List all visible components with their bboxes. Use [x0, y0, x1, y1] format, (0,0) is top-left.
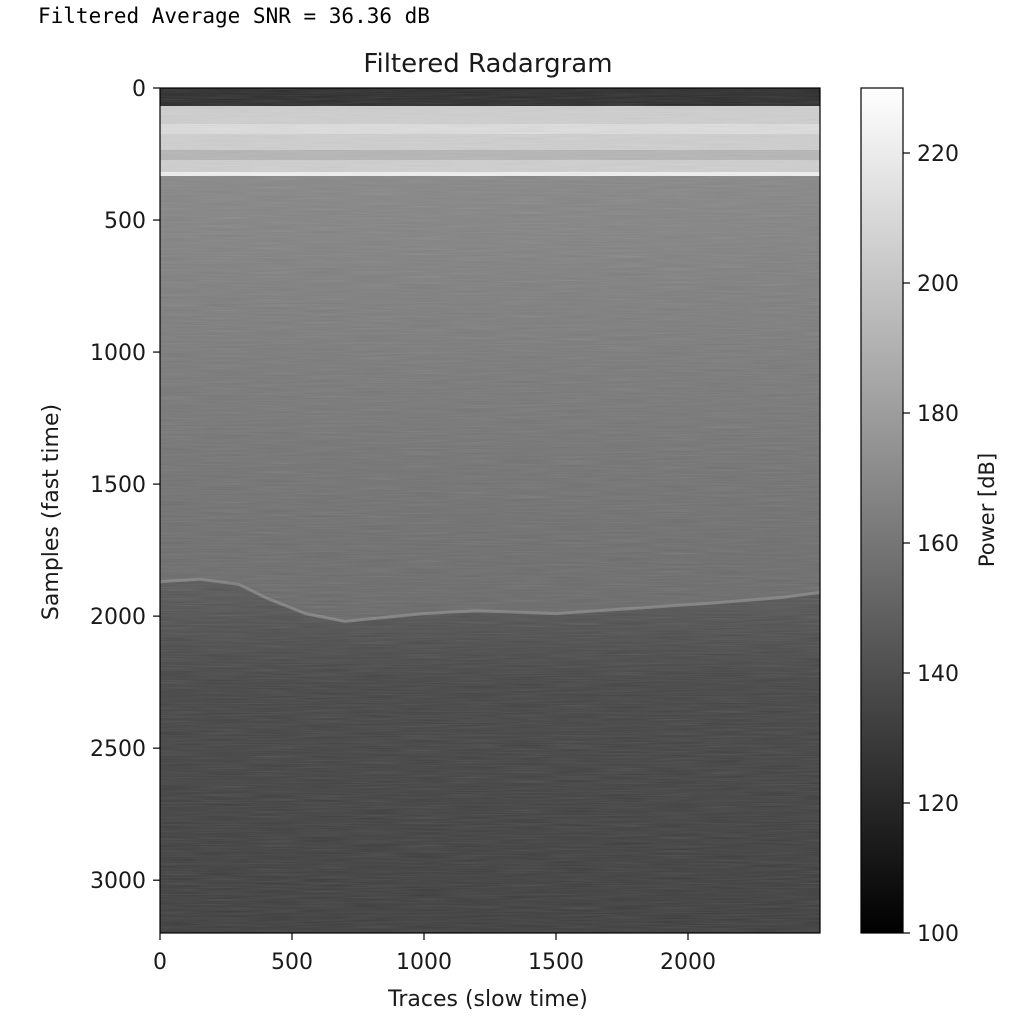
x-tick-label: 1500: [528, 950, 584, 975]
x-tick-label: 500: [271, 950, 313, 975]
y-tick-label: 3000: [90, 869, 146, 894]
chart-title: Filtered Radargram: [363, 49, 612, 79]
colorbar-tick-label: 140: [917, 662, 959, 687]
texture-overlay: [160, 88, 820, 933]
y-tick-label: 500: [104, 209, 146, 234]
snr-console-output: Filtered Average SNR = 36.36 dB: [38, 4, 430, 28]
x-tick-label: 2000: [660, 950, 716, 975]
y-axis-ticks: 0 500 1000 1500 2000 2500 3000: [90, 77, 160, 894]
colorbar-tick-label: 160: [917, 532, 959, 557]
radargram-plot-area: [160, 88, 820, 933]
colorbar-tick-label: 180: [917, 402, 959, 427]
y-axis-label: Samples (fast time): [39, 404, 64, 620]
y-tick-label: 2500: [90, 737, 146, 762]
colorbar-label: Power [dB]: [975, 453, 999, 567]
y-tick-label: 1000: [90, 341, 146, 366]
colorbar-tick-label: 200: [917, 272, 959, 297]
y-tick-label: 2000: [90, 605, 146, 630]
x-axis-ticks: 0 500 1000 1500 2000: [153, 933, 716, 975]
colorbar: [860, 87, 904, 934]
plot-frame: [159, 87, 821, 934]
x-axis-label: Traces (slow time): [387, 987, 588, 1012]
x-tick-label: 0: [153, 950, 167, 975]
x-tick-label: 1000: [396, 950, 452, 975]
y-tick-label: 1500: [90, 473, 146, 498]
colorbar-ticks: 100 120 140 160 180 200 220: [903, 142, 959, 947]
colorbar-tick-label: 120: [917, 792, 959, 817]
y-tick-label: 0: [132, 77, 146, 102]
colorbar-tick-label: 100: [917, 922, 959, 947]
colorbar-tick-label: 220: [917, 142, 959, 167]
